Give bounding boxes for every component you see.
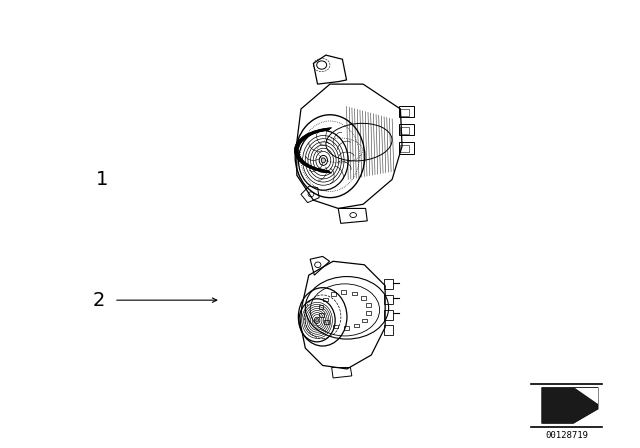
Text: 1: 1 <box>96 170 109 189</box>
Ellipse shape <box>321 158 325 163</box>
Polygon shape <box>575 388 598 404</box>
Text: 00128719: 00128719 <box>545 431 588 440</box>
Text: 2: 2 <box>93 291 106 310</box>
Ellipse shape <box>316 319 319 322</box>
Polygon shape <box>541 388 598 423</box>
